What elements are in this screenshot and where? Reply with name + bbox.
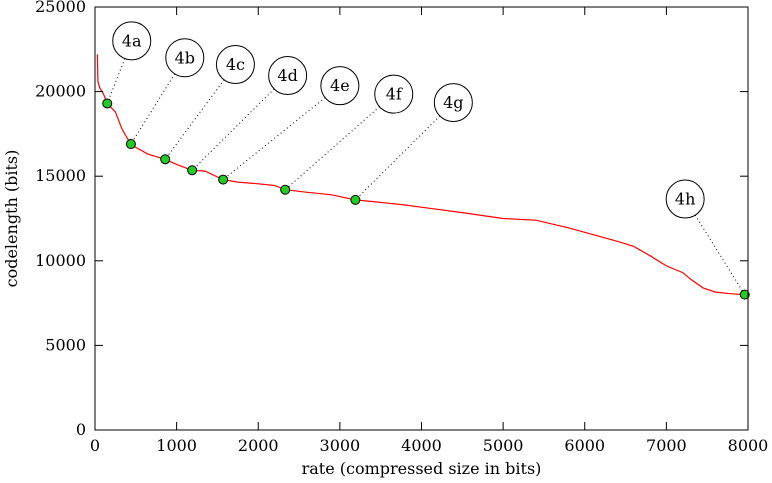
callout-bubble-4e (320, 66, 360, 106)
y-tick-label: 0 (76, 420, 86, 439)
leader-layer (106, 58, 746, 295)
y-tick-label: 10000 (35, 251, 86, 270)
callout-bubble-4h (665, 179, 705, 219)
callout-label-4h: 4h (675, 190, 695, 209)
leader-line-4f (284, 106, 380, 191)
x-tick-label: 4000 (401, 436, 442, 455)
point-marker-4g (350, 194, 361, 205)
x-tick-label: 0 (90, 436, 100, 455)
callout-bubble-4a (112, 21, 152, 61)
callout-label-4d: 4d (277, 66, 297, 85)
point-marker-4a (102, 98, 113, 109)
y-axis-title: codelength (bits) (2, 150, 21, 288)
x-tick-label: 3000 (320, 436, 361, 455)
callout-label-4g: 4g (443, 93, 463, 112)
callout-label-4a: 4a (122, 31, 142, 50)
callout-bubble-4b (165, 38, 205, 78)
y-tick-label: 15000 (35, 166, 86, 185)
callout-bubble-4g (433, 83, 473, 123)
callout-label-4b: 4b (175, 48, 195, 67)
leader-line-4d (191, 88, 275, 171)
x-tick-label: 5000 (483, 436, 524, 455)
marker-layer (102, 98, 750, 300)
x-tick-label: 6000 (564, 436, 605, 455)
rate-codelength-curve (96, 54, 745, 296)
y-tick-label: 20000 (35, 82, 86, 101)
y-tick-label: 5000 (45, 335, 86, 354)
x-axis-title: rate (compressed size in bits) (302, 459, 542, 478)
x-tick-label: 8000 (728, 436, 769, 455)
tick-layer: 0 1000 2000 3000 4000 5000 6000 7000 8000 0 5000 10… (35, 0, 768, 455)
point-marker-4f (280, 184, 291, 195)
x-tick-label: 2000 (238, 436, 279, 455)
curve-layer (96, 54, 745, 296)
y-tick-label: 25000 (35, 0, 86, 16)
x-tick-label: 7000 (646, 436, 687, 455)
point-marker-4d (187, 165, 198, 176)
callout-label-4f: 4f (386, 85, 403, 104)
callout-bubble-4d (268, 56, 308, 96)
x-tick-label: 1000 (156, 436, 197, 455)
leader-line-4g (355, 115, 441, 201)
leader-line-4c (164, 79, 225, 160)
leader-line-4e (222, 97, 326, 180)
leader-line-4a (106, 58, 126, 104)
leader-line-4b (130, 73, 176, 145)
callout-label-4c: 4c (226, 55, 245, 74)
callout-bubble-4f (374, 74, 414, 114)
callout-layer: 4a 4b 4c 4d 4e 4f 4g 4h (112, 21, 705, 219)
point-marker-4e (218, 174, 229, 185)
callout-bubble-4c (215, 45, 255, 85)
point-marker-4h (739, 289, 750, 300)
callout-label-4e: 4e (330, 76, 350, 95)
point-marker-4b (125, 139, 136, 150)
point-marker-4c (160, 154, 171, 165)
leader-line-4h (694, 214, 746, 295)
